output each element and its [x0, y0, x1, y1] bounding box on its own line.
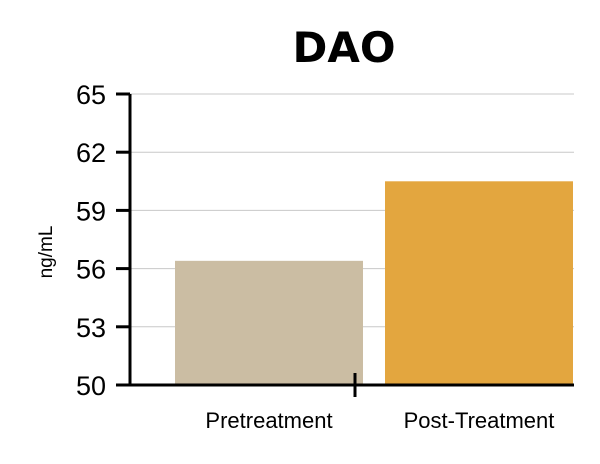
bars: [175, 181, 573, 385]
chart-title: DAO: [292, 23, 395, 72]
y-tick-label: 59: [76, 196, 106, 226]
y-tick-label: 62: [76, 138, 106, 168]
y-axis-label: ng/mL: [36, 226, 57, 279]
y-tick-label: 53: [76, 313, 106, 343]
bar-post-treatment: [385, 181, 573, 385]
x-tick-label: Pretreatment: [205, 408, 332, 433]
x-tick-label: Post-Treatment: [404, 408, 555, 433]
y-axis-ticks: 50 53 56 59 62 65: [76, 80, 130, 401]
x-axis-labels: Pretreatment Post-Treatment: [205, 408, 554, 433]
y-tick-label: 65: [76, 80, 106, 110]
y-tick-label: 56: [76, 255, 106, 285]
bar-pretreatment: [175, 260, 363, 385]
axes: [128, 94, 574, 397]
y-tick-label: 50: [76, 371, 106, 401]
